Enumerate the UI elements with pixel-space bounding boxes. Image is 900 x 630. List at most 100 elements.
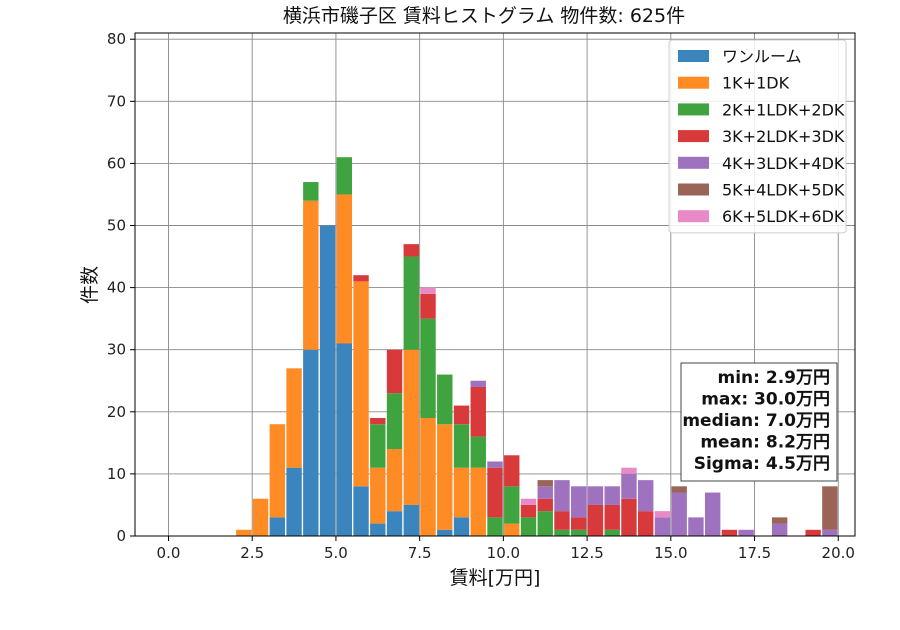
bar-segment-4-25 xyxy=(654,517,671,536)
bar-segment-2-16 xyxy=(504,486,520,524)
stats-line-0: min: 2.9万円 xyxy=(718,368,830,388)
legend-swatch-6 xyxy=(678,210,709,223)
bar-segment-2-4 xyxy=(303,182,319,201)
bar-segment-3-16 xyxy=(504,455,520,487)
legend-entry-2: 2K+1LDK+2DK xyxy=(722,100,845,119)
bar-segment-0-7 xyxy=(353,486,369,536)
bar-segment-1-7 xyxy=(353,281,369,487)
bar-segment-3-22 xyxy=(604,504,620,530)
bar-segment-3-11 xyxy=(420,293,436,319)
bar-segment-5-32 xyxy=(771,517,788,524)
bar-segment-0-12 xyxy=(437,529,453,536)
bar-segment-3-29 xyxy=(721,529,738,536)
y-tick-label: 10 xyxy=(107,465,126,483)
x-axis-title: 賃料[万円] xyxy=(450,567,541,589)
bar-segment-6-17 xyxy=(520,498,537,505)
bar-segment-3-23 xyxy=(621,498,637,536)
bar-segment-1-13 xyxy=(453,467,470,518)
bar-segment-3-18 xyxy=(537,498,553,512)
bar-segment-2-19 xyxy=(554,529,570,536)
bar-segment-3-19 xyxy=(554,511,570,530)
bar-segment-4-24 xyxy=(637,480,654,512)
bar-segment-1-6 xyxy=(336,194,353,344)
stats-line-2: median: 7.0万円 xyxy=(682,411,830,431)
y-tick-label: 60 xyxy=(107,154,126,172)
bar-segment-3-9 xyxy=(386,349,403,394)
bar-segment-3-10 xyxy=(403,244,419,257)
bar-segment-1-16 xyxy=(504,523,520,536)
bar-segment-1-11 xyxy=(420,418,436,536)
bar-segment-4-32 xyxy=(771,523,788,536)
bar-segment-4-20 xyxy=(571,486,587,518)
bar-segment-0-3 xyxy=(286,467,302,536)
bar-segment-4-28 xyxy=(704,492,721,536)
y-tick-label: 70 xyxy=(107,92,126,110)
legend-entry-0: ワンルーム xyxy=(722,47,802,66)
bar-segment-4-30 xyxy=(738,529,754,536)
bar-segment-3-8 xyxy=(370,418,386,425)
bar-segment-4-35 xyxy=(822,529,838,536)
legend-swatch-4 xyxy=(678,156,709,169)
bar-segment-5-18 xyxy=(537,480,553,487)
bar-segment-2-9 xyxy=(386,393,403,450)
y-axis-ticks: 0 10 20 30 40 50 60 70 80 xyxy=(107,30,135,545)
bars-group xyxy=(236,157,838,537)
bar-segment-2-10 xyxy=(403,256,419,350)
legend-swatch-0 xyxy=(678,50,709,62)
bar-segment-2-6 xyxy=(336,157,353,195)
legend-entry-1: 1K+1DK xyxy=(722,74,790,93)
x-tick-label: 0.0 xyxy=(157,544,181,562)
bar-segment-0-9 xyxy=(386,511,403,536)
bar-segment-6-23 xyxy=(621,467,637,474)
bar-segment-2-18 xyxy=(537,511,553,536)
y-tick-label: 20 xyxy=(107,403,126,421)
x-tick-label: 15.0 xyxy=(654,544,687,562)
bar-segment-1-3 xyxy=(286,368,302,468)
bar-segment-1-2 xyxy=(269,424,286,518)
bar-segment-2-15 xyxy=(487,517,503,536)
bar-segment-4-22 xyxy=(604,486,620,505)
stats-line-1: max: 30.0万円 xyxy=(701,390,830,410)
stats-line-4: Sigma: 4.5万円 xyxy=(694,454,830,474)
bar-segment-2-17 xyxy=(520,517,537,536)
bar-segment-4-23 xyxy=(621,473,637,499)
bar-segment-1-1 xyxy=(252,498,269,536)
bar-segment-3-15 xyxy=(487,467,503,518)
bar-segment-4-26 xyxy=(671,492,687,536)
bar-segment-4-15 xyxy=(487,461,503,468)
bar-segment-3-7 xyxy=(353,275,369,282)
bar-segment-2-11 xyxy=(420,318,436,419)
x-tick-label: 5.0 xyxy=(324,544,348,562)
bar-segment-2-12 xyxy=(437,374,453,425)
plot-frame xyxy=(134,32,856,537)
legend-entry-5: 5K+4LDK+5DK xyxy=(722,181,845,200)
y-axis-title: 件数 xyxy=(79,266,101,304)
legend-entry-3: 3K+2LDK+3DK xyxy=(722,127,845,146)
y-tick-label: 40 xyxy=(107,279,126,297)
stats-line-3: mean: 8.2万円 xyxy=(700,433,830,453)
bar-segment-1-14 xyxy=(470,467,486,536)
x-tick-label: 10.0 xyxy=(487,544,520,562)
y-tick-label: 80 xyxy=(107,30,126,48)
x-tick-label: 2.5 xyxy=(240,544,264,562)
stats-frame xyxy=(680,362,838,482)
x-axis-ticks: 0.0 2.5 5.0 7.5 10.0 12.5 15.0 17.5 20.0 xyxy=(157,536,855,562)
bar-segment-4-27 xyxy=(688,517,704,536)
bar-segment-4-18 xyxy=(537,486,553,499)
bar-segment-3-13 xyxy=(453,405,470,425)
bar-segment-4-14 xyxy=(470,380,486,387)
y-tick-label: 0 xyxy=(116,527,126,545)
bar-segment-0-10 xyxy=(403,504,419,536)
bar-segment-1-8 xyxy=(370,467,386,524)
bar-segment-1-4 xyxy=(303,200,319,350)
bar-segment-0-2 xyxy=(269,517,286,536)
x-tick-label: 20.0 xyxy=(822,544,855,562)
y-tick-label: 50 xyxy=(107,217,126,235)
bar-segment-3-21 xyxy=(587,504,604,536)
bar-segment-0-13 xyxy=(453,517,470,536)
chart-title: 横浜市磯子区 賃料ヒストグラム 物件数: 625件 xyxy=(283,5,685,27)
bar-segment-1-12 xyxy=(437,424,453,530)
bar-segment-5-35 xyxy=(822,486,838,530)
